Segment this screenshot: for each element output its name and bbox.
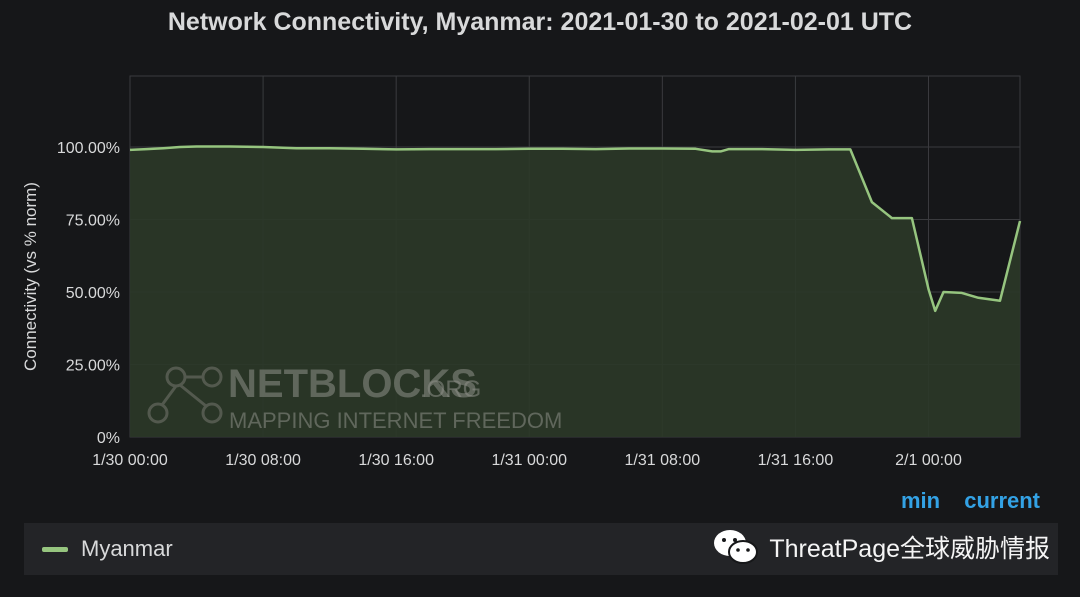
netblocks-logo-icon (147, 366, 223, 424)
y-tick-label: 100.00% (57, 140, 120, 157)
y-tick-label: 50.00% (66, 285, 120, 302)
netblocks-watermark: NETBLOCKS .ORG MAPPING INTERNET FREEDOM (147, 362, 562, 433)
x-tick-label: 1/30 08:00 (225, 452, 301, 469)
axes: 0% 25.00% 50.00% 75.00% 100.00% 1/30 00:00 1/3… (57, 140, 962, 469)
y-tick-label: 75.00% (66, 213, 120, 230)
x-tick-label: 1/31 16:00 (758, 452, 834, 469)
x-tick-label: 1/30 00:00 (92, 452, 168, 469)
series-line-myanmar (129, 145, 1022, 313)
x-tick-label: 1/30 16:00 (358, 452, 434, 469)
y-axis-label: Connectivity (vs % norm) (21, 182, 40, 371)
x-tick-label: 1/31 00:00 (491, 452, 567, 469)
y-tick-label: 25.00% (66, 358, 120, 375)
wechat-label: ThreatPage全球威胁情报 (769, 535, 1050, 563)
watermark-brand: NETBLOCKS (228, 362, 477, 406)
legend: Myanmar (24, 523, 1058, 575)
legend-header: min current (883, 488, 1040, 514)
legend-swatch-myanmar (42, 547, 68, 552)
watermark-tagline: MAPPING INTERNET FREEDOM (229, 408, 562, 433)
legend-item-myanmar[interactable]: Myanmar (81, 536, 173, 561)
legend-col-min[interactable]: min (900, 488, 941, 513)
watermark-suffix: .ORG (420, 376, 481, 403)
series-area-myanmar (130, 146, 1020, 437)
wechat-icon (714, 530, 759, 564)
x-tick-label: 2/1 00:00 (895, 452, 962, 469)
chart-title: Network Connectivity, Myanmar: 2021-01-3… (167, 8, 913, 36)
wechat-overlay: ThreatPage全球威胁情报 (713, 527, 1050, 567)
y-tick-label: 0% (97, 430, 120, 447)
legend-col-current[interactable]: current (964, 488, 1040, 513)
x-tick-label: 1/31 08:00 (625, 452, 701, 469)
